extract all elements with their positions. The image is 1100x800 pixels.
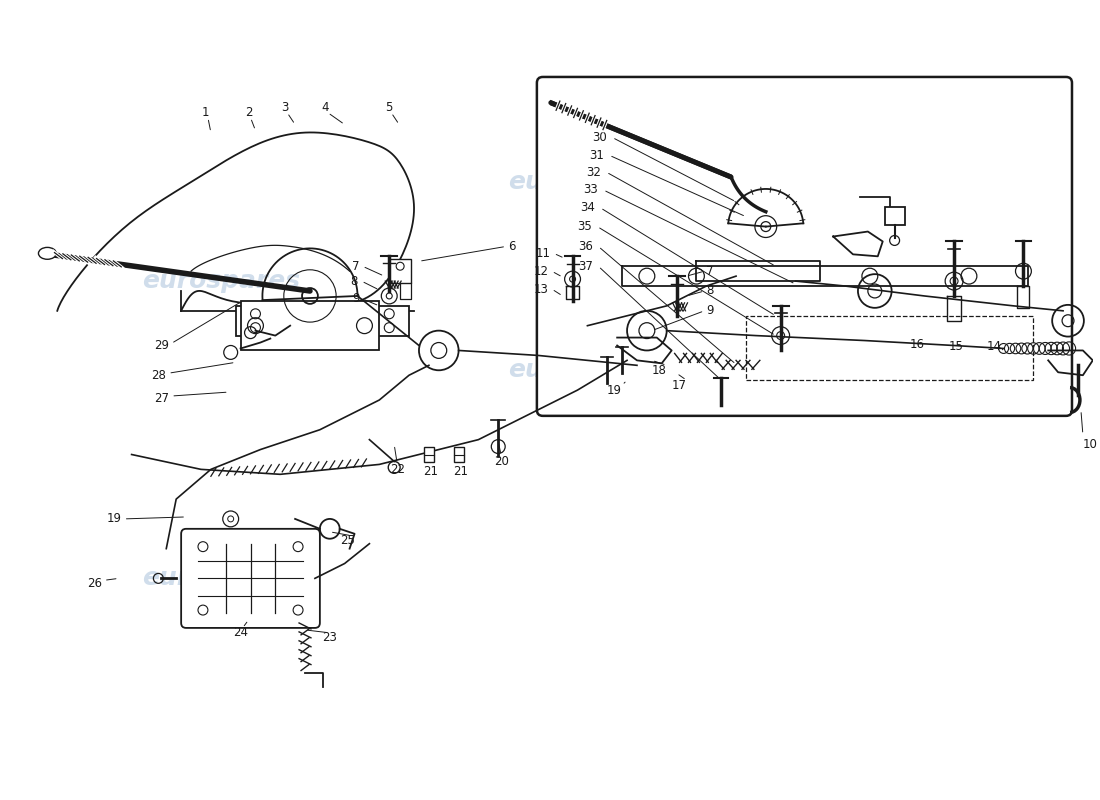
Text: 20: 20 [494,455,508,468]
Text: eurospares: eurospares [508,358,667,382]
Text: 17: 17 [671,378,686,392]
Text: eurospares: eurospares [508,170,667,194]
Bar [884,206,904,225]
Text: 36: 36 [579,240,593,253]
Bar [746,316,1033,380]
Text: 9: 9 [352,293,360,306]
Text: 16: 16 [910,338,924,351]
Text: 28: 28 [152,369,166,382]
Text: 14: 14 [987,340,1002,353]
Text: 32: 32 [586,166,602,178]
Text: 4: 4 [321,101,329,114]
Text: 9: 9 [706,304,714,318]
Bar [389,259,411,283]
Text: 15: 15 [949,340,964,353]
Text: 11: 11 [536,247,551,260]
Text: 25: 25 [340,534,354,547]
Text: 31: 31 [590,149,604,162]
Text: 3: 3 [282,101,289,114]
Text: 7: 7 [706,265,714,278]
Text: 8: 8 [350,274,358,287]
Bar [241,301,380,350]
Text: 12: 12 [534,265,549,278]
Text: 23: 23 [322,631,338,644]
Text: 2: 2 [245,106,252,119]
Text: 13: 13 [534,282,549,295]
Text: 19: 19 [607,383,623,397]
Text: 7: 7 [352,260,360,273]
Bar [453,446,463,462]
Text: 30: 30 [593,131,607,144]
Text: 26: 26 [87,577,102,590]
Text: eurospares: eurospares [736,190,894,214]
Text: eurospares: eurospares [736,299,894,323]
Text: 8: 8 [706,285,714,298]
Text: 6: 6 [508,240,516,253]
Text: eurospares: eurospares [142,566,300,590]
Text: eurospares: eurospares [142,269,300,293]
Text: 29: 29 [154,339,169,352]
Text: 19: 19 [107,513,122,526]
Text: 22: 22 [389,463,405,476]
Text: 35: 35 [578,220,593,233]
Text: 21: 21 [424,465,439,478]
Text: 18: 18 [652,364,667,377]
Text: 34: 34 [581,202,595,214]
Bar [235,306,409,335]
FancyBboxPatch shape [537,77,1072,416]
Ellipse shape [39,247,56,259]
Text: 24: 24 [233,626,249,639]
Text: 10: 10 [1082,438,1098,451]
FancyBboxPatch shape [182,529,320,628]
Text: 37: 37 [579,260,593,273]
Text: 5: 5 [386,101,393,114]
Text: 27: 27 [154,391,169,405]
Text: 1: 1 [202,106,210,119]
Bar [424,446,433,462]
Text: 21: 21 [453,465,469,478]
Text: 33: 33 [584,183,598,197]
